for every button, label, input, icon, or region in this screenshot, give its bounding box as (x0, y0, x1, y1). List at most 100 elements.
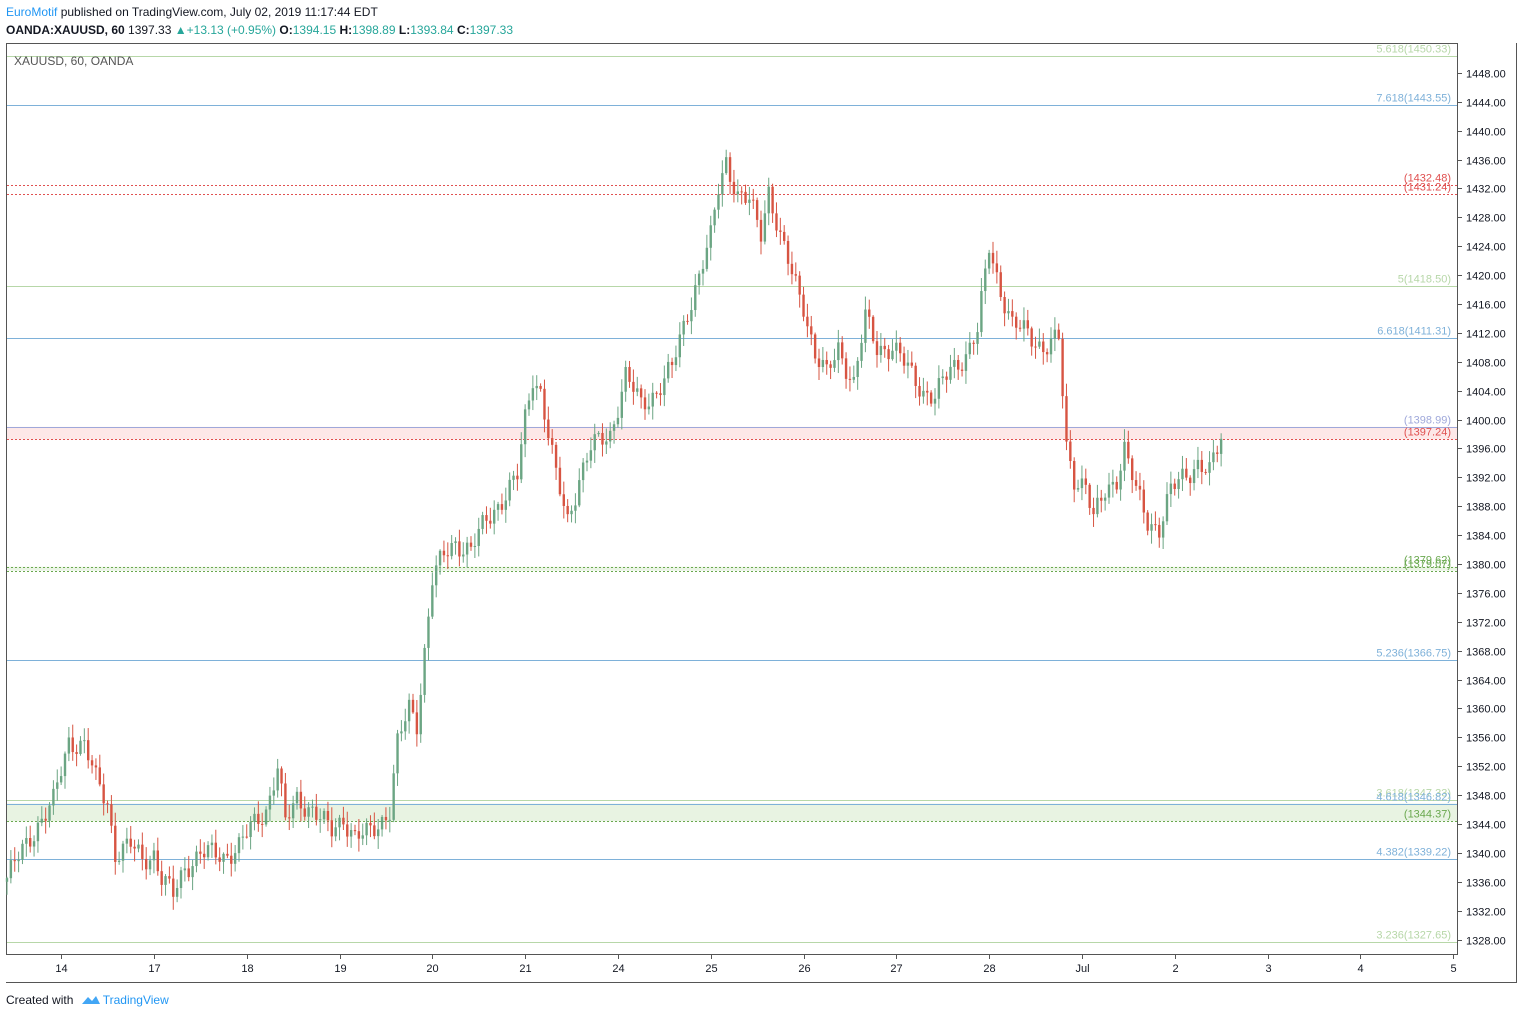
candle-body (203, 853, 206, 858)
candle-body (844, 358, 848, 379)
candle-body (895, 342, 898, 351)
candle-body (910, 362, 913, 366)
candle-body (1219, 438, 1223, 454)
x-tick-label: Jul (1075, 963, 1089, 975)
candle-body (825, 359, 828, 365)
candle-body (922, 390, 925, 397)
candle-body (1115, 481, 1118, 490)
candle-body (458, 541, 461, 557)
candle-body (9, 860, 13, 879)
footer: Created with TradingView (6, 992, 169, 1008)
candle-body (500, 504, 504, 510)
candle-body (1049, 338, 1053, 355)
candle-body (404, 721, 407, 732)
candle-body (678, 334, 681, 358)
candle-body (585, 460, 589, 463)
low-label: L: (398, 23, 411, 37)
candle-body (1038, 341, 1041, 347)
candle-body (411, 699, 415, 713)
x-tick-label: 3 (1265, 963, 1271, 975)
candle-body (168, 876, 171, 879)
candle-body (1080, 478, 1084, 489)
x-tick-label: 21 (519, 963, 531, 975)
candle-body (446, 555, 449, 557)
candle-body (721, 173, 724, 195)
candle-body (1100, 497, 1103, 501)
candle-body (535, 385, 538, 389)
author-link[interactable]: EuroMotif (6, 5, 58, 19)
tradingview-link[interactable]: TradingView (102, 993, 169, 1007)
candle-body (589, 450, 593, 461)
candle-body (856, 360, 859, 377)
candle-body (624, 366, 627, 392)
candle-body (160, 871, 163, 885)
candle-body (1123, 441, 1126, 471)
candle-body (25, 838, 28, 844)
candle-body (972, 342, 975, 344)
symbol-name: OANDA:XAUUSD, 60 (6, 23, 125, 37)
candle-body (802, 294, 805, 317)
candle-body (574, 505, 577, 511)
candle-body (1146, 512, 1149, 531)
candle-body (454, 541, 457, 544)
candle-body (995, 263, 999, 273)
candle-body (369, 822, 372, 826)
candle-body (419, 694, 422, 735)
candle-body (833, 360, 836, 368)
time-axis[interactable]: 14 17 18 19 20 21 24 25 26 27 28 Jul 2 3 4 5 (55, 954, 1457, 975)
candle-body (728, 157, 732, 182)
candle-body (547, 419, 550, 439)
y-tick-label: 1344.00 (1466, 820, 1506, 832)
open-label: O: (279, 23, 293, 37)
candle-body (628, 366, 631, 382)
candle-body (63, 753, 67, 777)
y-tick-label: 1420.00 (1466, 271, 1506, 283)
candle-body (1088, 484, 1091, 508)
candle-body (1189, 477, 1192, 484)
y-tick-label: 1424.00 (1466, 242, 1506, 254)
level-label: 5(1418.50) (1398, 274, 1451, 286)
up-arrow-icon: ▲ (174, 23, 187, 37)
candle-body (736, 191, 739, 195)
candle-body (423, 647, 426, 695)
candle-body (1057, 329, 1060, 339)
candle-body (465, 542, 469, 555)
x-tick-label: 27 (890, 963, 902, 975)
candle-body (1042, 341, 1045, 353)
candle-body (1018, 327, 1022, 329)
candle-body (183, 868, 187, 871)
candle-body (1103, 497, 1107, 501)
candle-body (195, 851, 198, 867)
candle-body (179, 870, 183, 889)
y-tick-label: 1388.00 (1466, 502, 1506, 514)
candle-body (253, 813, 256, 822)
candle-body (1073, 460, 1076, 490)
candle-body (1177, 479, 1180, 489)
candle-body (210, 842, 214, 846)
candle-body (999, 272, 1002, 298)
candle-body (1045, 352, 1049, 355)
candle-body (1007, 311, 1010, 314)
price-axis[interactable]: 1328.00 1332.00 1336.00 1340.00 1344.00 1348.… (1457, 69, 1506, 948)
candle-body (1107, 484, 1111, 498)
candle-body (496, 504, 500, 510)
x-tick-label: 19 (334, 963, 346, 975)
candle-body (531, 388, 535, 401)
candle-body (172, 878, 175, 897)
candle-body (17, 859, 20, 862)
candle-body (1161, 521, 1165, 538)
chart-title: XAUUSD, 60, OANDA (14, 54, 133, 68)
level-zone (7, 803, 1457, 822)
candle-body (1084, 478, 1087, 485)
created-with-text: Created with (6, 993, 74, 1007)
candle-body (365, 822, 368, 836)
candle-body (879, 345, 883, 356)
candle-body (145, 858, 148, 870)
y-tick-label: 1408.00 (1466, 358, 1506, 370)
candle-body (435, 565, 438, 586)
candle-body (957, 359, 960, 370)
level-label: 4.382(1339.22) (1376, 847, 1451, 859)
x-tick-label: 4 (1357, 963, 1363, 975)
level-label: 7.618(1443.55) (1376, 93, 1451, 105)
